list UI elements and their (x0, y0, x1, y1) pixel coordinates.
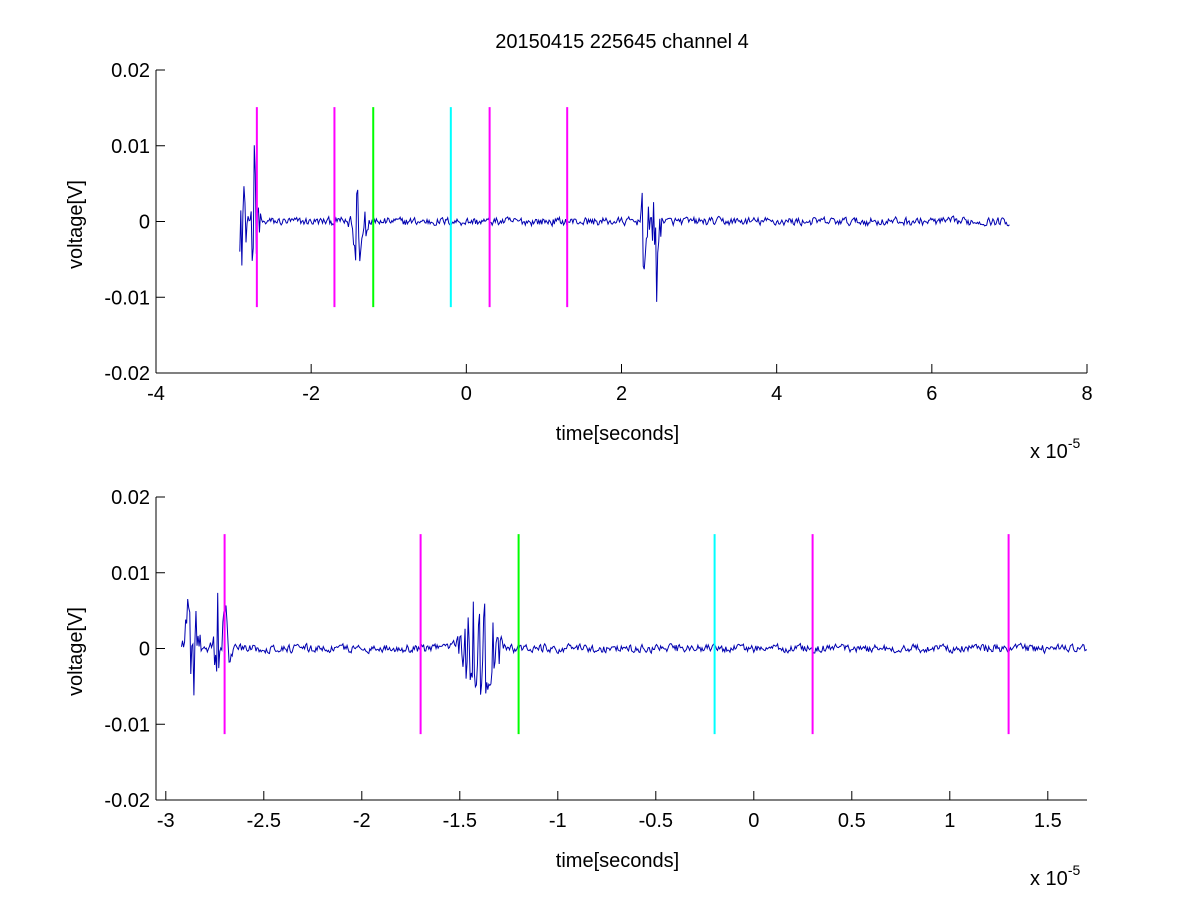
x-tick-label: 1.5 (1034, 810, 1062, 832)
x-tick-label: 0.5 (838, 810, 866, 832)
y-tick-label: -0.02 (104, 363, 150, 385)
y-tick-label: 0.01 (111, 563, 150, 585)
x-multiplier-exponent: -5 (1068, 862, 1081, 878)
y-tick-label: -0.01 (104, 714, 150, 736)
x-tick-label: -4 (147, 383, 165, 405)
x-tick-label: -2 (302, 383, 320, 405)
x-tick-label: -1 (549, 810, 567, 832)
x-tick-label: 8 (1081, 383, 1092, 405)
signal-series-line (239, 145, 1010, 302)
x-tick-label: -3 (157, 810, 175, 832)
x-tick-label: -2.5 (247, 810, 281, 832)
y-tick-label: 0.01 (111, 136, 150, 158)
x-tick-label: 4 (771, 383, 782, 405)
x-tick-label: 0 (748, 810, 759, 832)
y-tick-label: 0 (139, 212, 150, 234)
x-tick-label: 2 (616, 383, 627, 405)
x-tick-label: 0 (461, 383, 472, 405)
y-tick-label: 0 (139, 639, 150, 661)
x-tick-label: -2 (353, 810, 371, 832)
y-tick-label: -0.02 (104, 790, 150, 812)
x-multiplier-exponent: -5 (1068, 435, 1081, 451)
figure-title: 20150415 225645 channel 4 (495, 31, 749, 53)
signal-series-line (180, 592, 1088, 696)
x-tick-label: -1.5 (443, 810, 477, 832)
x-exponent-multiplier: x 10-5 (1030, 862, 1080, 890)
x-tick-label: 6 (926, 383, 937, 405)
x-axis-label: time[seconds] (556, 423, 679, 445)
x-exponent-multiplier: x 10-5 (1030, 435, 1080, 463)
x-axis-label: time[seconds] (556, 850, 679, 872)
x-tick-label: 1 (944, 810, 955, 832)
x-multiplier-base: x 10 (1030, 441, 1068, 463)
bottom-plot: 0.02 0.01 0 -0.01 -0.02 -3 -2.5 -2 -1.5 -1 -0.5 0 0.… (65, 487, 1088, 890)
y-tick-label: -0.01 (104, 287, 150, 309)
x-multiplier-base: x 10 (1030, 868, 1068, 890)
y-tick-label: 0.02 (111, 487, 150, 509)
x-tick-label: -0.5 (639, 810, 673, 832)
y-tick-label: 0.02 (111, 60, 150, 82)
y-axis-label: voltage[V] (65, 607, 87, 696)
y-axis-label: voltage[V] (65, 180, 87, 269)
top-plot: 0.02 0.01 0 -0.01 -0.02-4 -2 0 2 4 6 8 time[seconds… (65, 60, 1093, 463)
